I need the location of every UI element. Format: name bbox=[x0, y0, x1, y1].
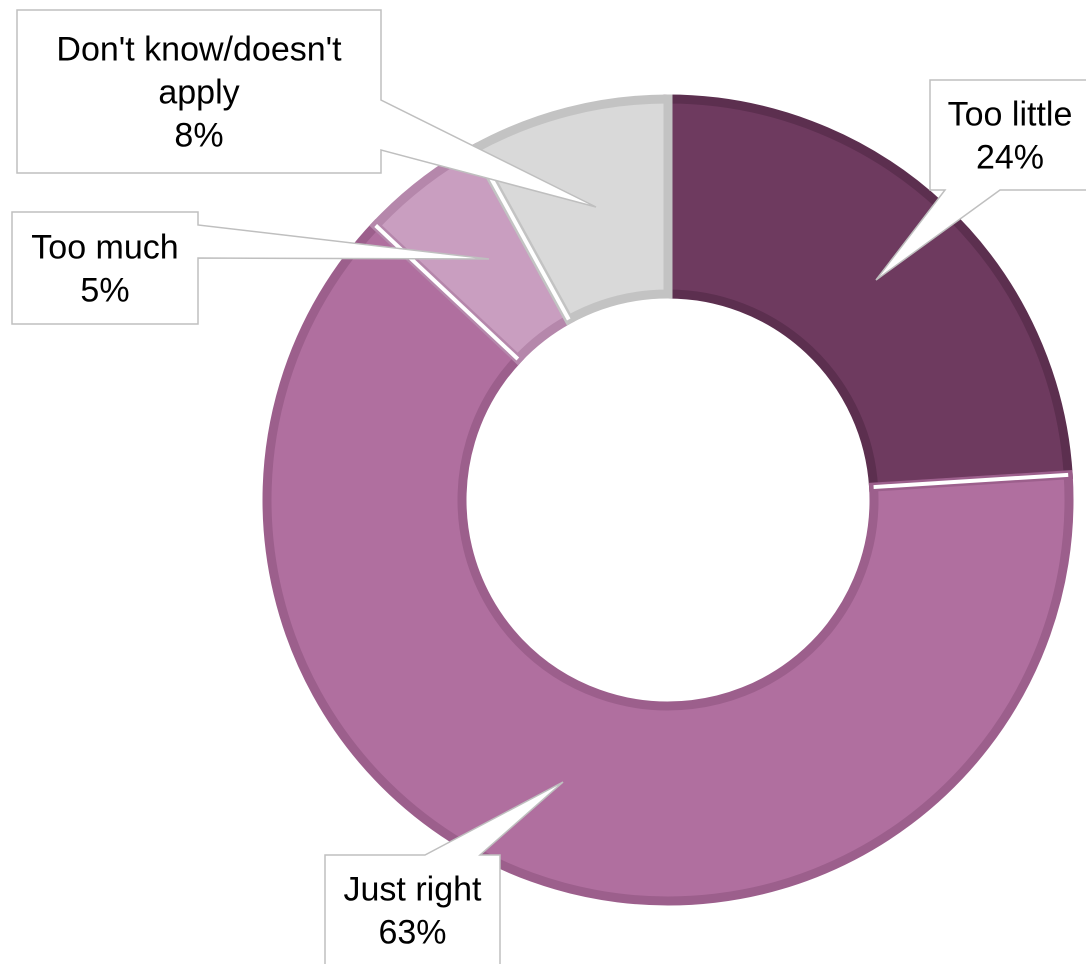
donut-slice-just-right bbox=[262, 219, 1074, 906]
callout-value-label: 5% bbox=[80, 272, 129, 310]
callout-box bbox=[324, 781, 564, 964]
callout-value-label: 24% bbox=[976, 139, 1044, 177]
callout-don-t-know-doesn-t-apply: Don't know/doesn't apply 8% bbox=[16, 9, 597, 208]
callout-box bbox=[11, 211, 490, 325]
donut-slices bbox=[262, 94, 1074, 906]
callout-category-label: Too much bbox=[31, 229, 178, 267]
callout-box bbox=[16, 9, 597, 208]
callout-category-label: apply bbox=[158, 74, 239, 112]
callout-value-label: 63% bbox=[378, 914, 446, 952]
callout-category-label: Just right bbox=[344, 871, 482, 909]
callout-labels: Too little 24% Just right 63% Too much 5% Don'… bbox=[11, 9, 1086, 964]
callout-just-right: Just right 63% bbox=[324, 781, 564, 964]
donut-slice-too-little bbox=[663, 94, 1073, 492]
slice-separator bbox=[873, 472, 1069, 490]
callout-too-little: Too little 24% bbox=[875, 79, 1086, 281]
callout-too-much: Too much 5% bbox=[11, 211, 490, 325]
callout-category-label: Too little bbox=[948, 96, 1073, 134]
callout-box bbox=[875, 79, 1086, 281]
donut-slice-don-t-know-doesn-t-apply bbox=[468, 94, 673, 326]
callout-category-label: Don't know/doesn't bbox=[56, 31, 342, 69]
slice-separator bbox=[374, 224, 520, 361]
callout-value-label: 8% bbox=[174, 117, 223, 155]
